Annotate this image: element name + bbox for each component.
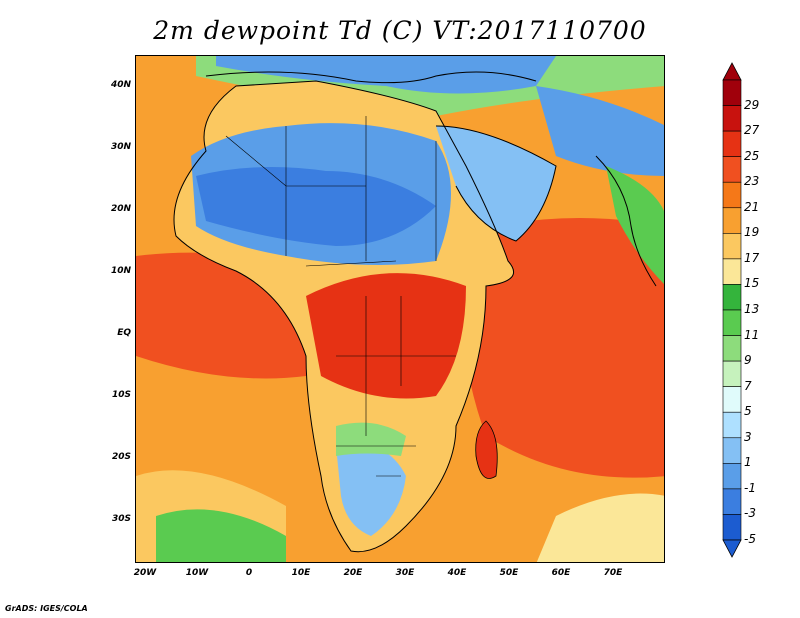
europe-coastline [205,71,537,84]
southern-africa-green [336,422,406,456]
kalahari-dry [336,444,406,536]
colorbar-swatch [722,360,742,387]
colorbar-swatch [722,309,742,336]
colorbar-swatch [722,514,742,541]
lon-label-0: 0 [245,568,253,578]
colorbar-swatch [722,284,742,311]
colorbar-swatch [722,488,742,515]
colorbar-swatch [722,233,742,260]
lat-label-10s: 10S [111,390,131,400]
dewpoint-map [135,55,665,563]
sahara-very-dry [196,167,436,246]
colorbar-swatch [722,156,742,183]
arabia-coastline [435,125,557,242]
colorbar-swatch [722,463,742,490]
map-title: 2m dewpoint Td (C) VT:2017110700 [153,16,647,45]
colorbar-tick-label: 29 [744,97,760,112]
colorbar-swatch [722,335,742,362]
lon-label-50e: 50E [499,568,519,578]
lat-label-eq: EQ [117,328,131,338]
colorbar-tick-label: 19 [744,225,760,240]
colorbar-top-arrow [722,62,742,81]
colorbar-tick-label: 25 [744,148,760,163]
colorbar-tick-label: 7 [744,378,752,393]
lon-label-20e: 20E [343,568,363,578]
colorbar-tick-label: 13 [744,302,760,316]
colorbar-swatch [722,258,742,285]
colorbar-tick-label: 23 [744,174,760,189]
colorbar-swatch [722,207,742,234]
colorbar-tick-label: 3 [744,429,752,444]
africa-coastline [173,80,514,553]
colorbar-swatch [722,105,742,132]
colorbar-tick-label: 9 [744,353,752,368]
colorbar-tick-label: 27 [744,123,760,138]
lon-label-30e: 30E [395,568,415,578]
lon-label-10w: 10W [185,568,209,578]
lon-label-60e: 60E [551,568,571,578]
persia-dry [536,86,664,176]
lat-label-40n: 40N [110,80,131,90]
colorbar-tick-label: -1 [744,480,756,495]
lat-label-20n: 20N [110,204,131,214]
arabia-dry [436,126,556,241]
colorbar-tick-label: 17 [744,250,760,265]
country-borders [225,116,456,477]
lat-label-30n: 30N [110,142,131,152]
colorbar-bottom-arrow [722,539,742,558]
colorbar-tick-label: 11 [744,327,760,342]
south-atlantic-green [156,509,286,562]
colorbar-tick-label: 1 [744,455,752,470]
lat-label-10n: 10N [110,266,131,276]
lat-label-30s: 30S [111,514,131,524]
india-moist [606,166,664,284]
lon-label-10e: 10E [291,568,311,578]
colorbar-swatch [722,130,742,157]
india-coastline [595,155,657,287]
colorbar-tick-label: 5 [744,404,752,419]
indian-ocean-moisture [456,218,664,478]
colorbar-swatch [722,181,742,209]
europe-blue [216,56,556,94]
lon-label-20w: 20W [133,568,157,578]
madagascar [475,420,498,479]
lon-label-70e: 70E [603,568,623,578]
colorbar-tick-label: 15 [744,276,760,291]
south-indian-cool [536,493,664,562]
colorbar-swatch [722,411,742,439]
colorbar-tick-label: 21 [744,199,760,214]
colorbar [722,62,742,558]
colorbar-swatch [722,79,742,106]
colorbar-tick-label: -5 [744,532,756,546]
lon-label-40e: 40E [447,568,467,578]
colorbar-swatch [722,386,742,413]
credit-text: GrADS: IGES/COLA [5,604,88,613]
colorbar-swatch [722,437,742,464]
colorbar-tick-label: -3 [744,506,756,521]
central-africa-humid [306,273,466,399]
lat-label-20s: 20S [111,452,131,462]
